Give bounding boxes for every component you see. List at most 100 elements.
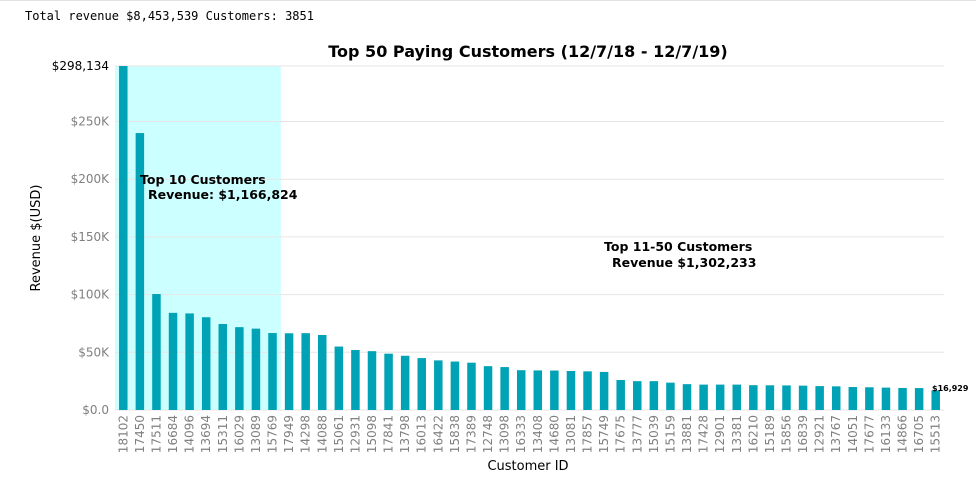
x-tick-label: 17949	[282, 415, 296, 453]
bar	[649, 381, 659, 410]
x-tick-label: 14680	[547, 415, 561, 453]
bar	[334, 346, 344, 410]
bar	[566, 371, 576, 410]
bar	[715, 384, 725, 410]
bar	[633, 381, 642, 410]
y-tick-label: $100K	[71, 288, 111, 302]
x-tick-label: 16839	[796, 415, 810, 453]
x-tick-label: 15769	[266, 415, 280, 453]
x-tick-label: 13381	[730, 415, 744, 453]
x-tick-label: 15856	[779, 415, 793, 453]
x-tick-label: 13408	[531, 415, 545, 453]
x-tick-label: 17450	[133, 415, 147, 453]
last-bar-value-label: $16,929	[932, 384, 969, 393]
x-tick-label: 15513	[929, 415, 943, 453]
x-tick-label: 16333	[514, 415, 528, 453]
x-tick-label: 15159	[663, 415, 677, 453]
y-tick-label: $200K	[71, 172, 111, 186]
bar	[782, 385, 791, 410]
x-tick-label: 16029	[232, 415, 246, 453]
bar	[119, 66, 128, 410]
bar	[881, 387, 891, 410]
x-tick-label: 15311	[216, 415, 230, 453]
bar	[268, 333, 277, 410]
x-tick-label: 15061	[332, 415, 346, 453]
x-tick-label: 17389	[464, 415, 478, 453]
bar	[699, 384, 708, 410]
x-tick-label: 13081	[564, 415, 578, 453]
x-tick-label: 14051	[846, 415, 860, 453]
x-tick-label: 16013	[415, 415, 429, 453]
x-tick-label: 16705	[912, 415, 926, 453]
y-axis-label: Revenue $(USD)	[29, 185, 44, 292]
bar	[516, 370, 526, 410]
x-tick-label: 12901	[713, 415, 727, 453]
bar	[931, 390, 940, 410]
x-tick-label: 15189	[763, 415, 777, 453]
bar	[400, 355, 410, 410]
bar	[152, 294, 161, 410]
x-tick-label: 16133	[879, 415, 893, 453]
x-tick-label: 17677	[862, 415, 876, 453]
x-tick-label: 14298	[299, 415, 313, 453]
bar	[500, 367, 509, 410]
bar	[550, 370, 559, 410]
bar	[367, 351, 377, 410]
x-tick-label: 14866	[896, 415, 910, 453]
bar	[533, 370, 543, 410]
x-tick-label: 13767	[829, 415, 843, 453]
x-tick-label: 14088	[315, 415, 329, 453]
bar	[848, 387, 858, 410]
y-tick-label: $250K	[71, 115, 111, 129]
bar	[599, 371, 609, 410]
bar	[384, 353, 393, 410]
x-tick-label: 15098	[365, 415, 379, 453]
bar	[666, 382, 675, 410]
bar	[616, 380, 625, 410]
summary-output-text: Total revenue $8,453,539 Customers: 3851	[25, 9, 314, 23]
bar	[201, 317, 211, 410]
bar	[865, 387, 874, 410]
bar	[583, 371, 592, 410]
x-tick-label: 13798	[398, 415, 412, 453]
x-tick-label: 15749	[597, 415, 611, 453]
x-tick-label: 18102	[116, 415, 130, 453]
bar	[251, 328, 261, 410]
bar	[351, 350, 360, 410]
x-tick-label: 15039	[647, 415, 661, 453]
x-tick-label: 12748	[481, 415, 495, 453]
bar	[467, 362, 476, 410]
bar	[218, 324, 228, 410]
bar	[798, 385, 808, 410]
x-tick-label: 13098	[498, 415, 512, 453]
chart-title: Top 50 Paying Customers (12/7/18 - 12/7/…	[328, 42, 727, 61]
bar	[914, 388, 924, 410]
x-tick-label: 14096	[183, 415, 197, 453]
x-tick-label: 12931	[348, 415, 362, 453]
bar	[284, 333, 294, 410]
bar	[417, 358, 426, 410]
x-tick-label: 17511	[149, 415, 163, 453]
cell-top-border	[0, 0, 976, 1]
bar	[450, 361, 460, 410]
bar	[318, 335, 327, 410]
x-tick-label: 16684	[166, 415, 180, 453]
x-tick-label: 17428	[697, 415, 711, 453]
top10-annotation-line2: Revenue: $1,166,824	[148, 187, 298, 202]
bar	[185, 313, 194, 410]
bar	[732, 384, 741, 410]
bar	[831, 386, 841, 410]
y-tick-label: $50K	[78, 345, 110, 359]
x-tick-label: 12921	[813, 415, 827, 453]
y-tick-label: $0.0	[82, 403, 109, 417]
x-tick-label: 17841	[382, 415, 396, 453]
x-tick-label: 16422	[431, 415, 445, 453]
bar	[135, 133, 145, 410]
top11-50-annotation-line1: Top 11-50 Customers	[604, 239, 752, 254]
bar	[235, 327, 244, 410]
x-tick-label: 13694	[199, 415, 213, 453]
top11-50-annotation-line2: Revenue $1,302,233	[612, 255, 756, 270]
x-tick-label: 13089	[249, 415, 263, 453]
x-axis-label: Customer ID	[487, 459, 568, 474]
